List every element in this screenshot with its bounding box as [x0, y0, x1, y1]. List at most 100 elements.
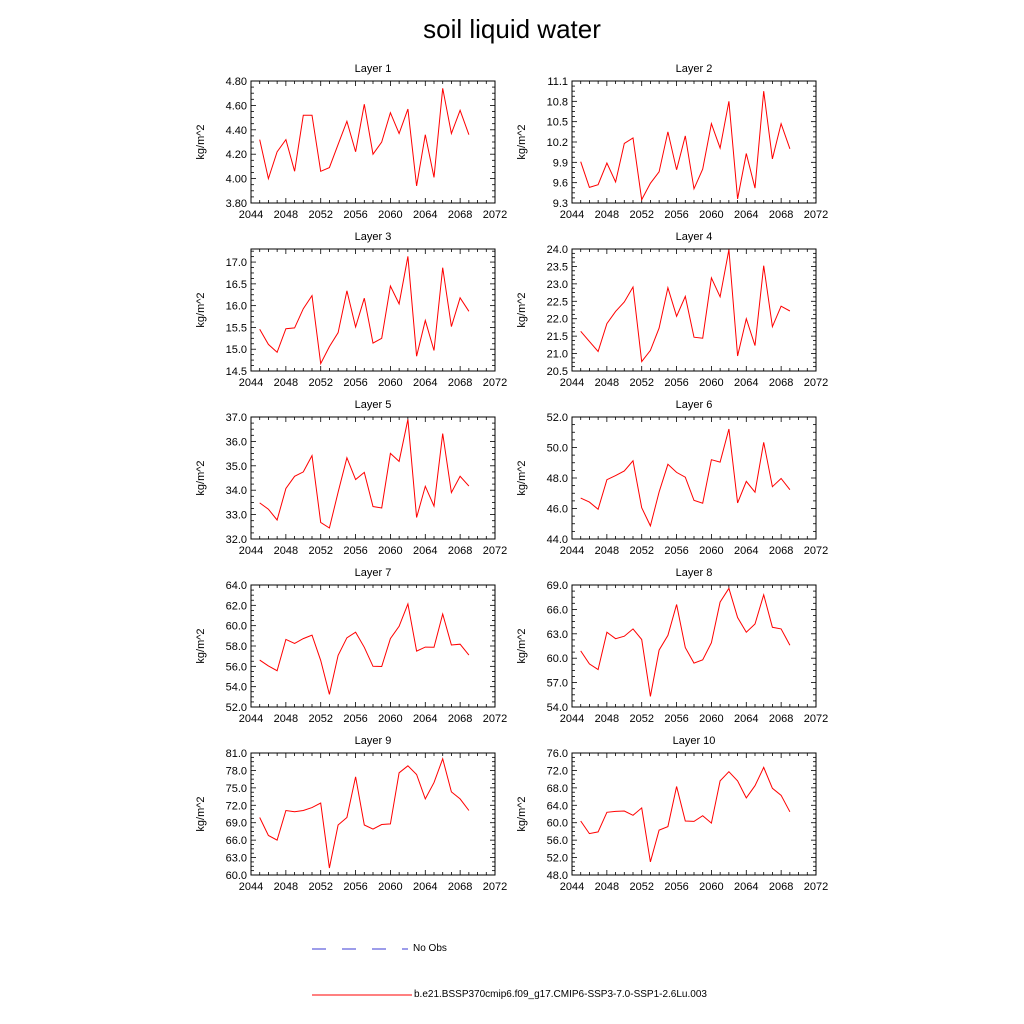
x-tick-label: 2072	[483, 545, 507, 557]
series-line	[259, 88, 470, 186]
plot-frame	[250, 248, 496, 372]
y-axis-label: kg/m^2	[195, 124, 207, 159]
panel-title: Layer 4	[676, 231, 713, 243]
series-line	[580, 587, 791, 697]
x-tick-label: 2048	[274, 209, 298, 221]
x-tick-label: 2056	[343, 881, 367, 893]
y-tick-label: 50.0	[547, 443, 568, 455]
panel-title: Layer 3	[355, 231, 392, 243]
y-tick-label: 9.6	[553, 178, 568, 190]
y-axis-label: kg/m^2	[195, 796, 207, 831]
panel-layer-3: 2044 2048 2052 2056 2060 2064 2068 2072 14.5 15.0…	[195, 231, 507, 389]
x-tick-label: 2052	[308, 545, 332, 557]
y-tick-label: 63.0	[226, 853, 247, 865]
x-tick-label: 2064	[413, 377, 437, 389]
x-tick-label: 2048	[595, 545, 619, 557]
panel-title: Layer 10	[673, 735, 716, 747]
x-tick-label: 2044	[560, 881, 584, 893]
x-tick-label: 2044	[560, 545, 584, 557]
x-tick-label: 2068	[448, 881, 472, 893]
x-tick-label: 2044	[239, 377, 263, 389]
x-tick-label: 2060	[378, 545, 402, 557]
x-tick-label: 2072	[804, 377, 828, 389]
x-tick-label: 2056	[343, 377, 367, 389]
x-tick-label: 2072	[804, 545, 828, 557]
x-tick-label: 2044	[239, 713, 263, 725]
y-tick-label: 10.5	[547, 117, 568, 129]
y-axis-label: kg/m^2	[516, 796, 528, 831]
x-tick-label: 2068	[448, 377, 472, 389]
y-tick-label: 78.0	[226, 765, 247, 777]
y-tick-label: 17.0	[226, 257, 247, 269]
x-tick-label: 2064	[413, 545, 437, 557]
y-tick-label: 60.0	[226, 621, 247, 633]
y-tick-label: 66.0	[547, 604, 568, 616]
x-tick-label: 2048	[595, 881, 619, 893]
x-tick-label: 2072	[483, 713, 507, 725]
x-tick-label: 2072	[483, 377, 507, 389]
y-tick-label: 64.0	[547, 800, 568, 812]
panel-layer-7: 2044 2048 2052 2056 2060 2064 2068 2072 52.0 54.0…	[195, 567, 507, 725]
x-tick-label: 2048	[595, 209, 619, 221]
x-tick-label: 2060	[378, 209, 402, 221]
x-tick-label: 2068	[769, 713, 793, 725]
y-tick-label: 4.40	[226, 125, 247, 137]
x-tick-label: 2044	[560, 377, 584, 389]
y-tick-label: 16.0	[226, 301, 247, 313]
y-tick-label: 34.0	[226, 485, 247, 497]
x-tick-label: 2072	[483, 209, 507, 221]
y-tick-label: 52.0	[226, 702, 247, 714]
y-tick-label: 60.0	[226, 870, 247, 882]
main-title: soil liquid water	[423, 14, 601, 44]
x-tick-label: 2064	[734, 713, 758, 725]
y-tick-label: 69.0	[547, 580, 568, 592]
y-tick-label: 9.3	[553, 198, 568, 210]
plot-frame	[250, 584, 496, 708]
y-tick-label: 33.0	[226, 510, 247, 522]
x-tick-label: 2056	[664, 713, 688, 725]
x-tick-label: 2056	[664, 209, 688, 221]
y-tick-label: 4.80	[226, 76, 247, 88]
x-tick-label: 2060	[699, 713, 723, 725]
x-tick-label: 2072	[804, 209, 828, 221]
series-line	[259, 419, 470, 529]
y-tick-label: 60.0	[547, 653, 568, 665]
x-tick-label: 2056	[343, 209, 367, 221]
y-tick-label: 54.0	[226, 682, 247, 694]
series-line	[580, 428, 791, 528]
y-axis-label: kg/m^2	[516, 292, 528, 327]
x-tick-label: 2052	[629, 713, 653, 725]
y-axis-label: kg/m^2	[195, 292, 207, 327]
y-tick-label: 4.00	[226, 174, 247, 186]
x-tick-label: 2068	[448, 545, 472, 557]
plot-frame	[250, 80, 496, 204]
series-line	[259, 602, 470, 695]
x-tick-label: 2052	[629, 377, 653, 389]
plot-frame	[250, 416, 496, 540]
y-tick-label: 81.0	[226, 748, 247, 760]
x-tick-label: 2056	[343, 713, 367, 725]
x-tick-label: 2048	[595, 377, 619, 389]
y-tick-label: 23.5	[547, 261, 568, 273]
x-tick-label: 2072	[483, 881, 507, 893]
y-tick-label: 52.0	[547, 853, 568, 865]
y-tick-label: 23.0	[547, 279, 568, 291]
y-tick-label: 37.0	[226, 412, 247, 424]
y-tick-label: 76.0	[547, 748, 568, 760]
panel-layer-9: 2044 2048 2052 2056 2060 2064 2068 2072 60.0 63.0…	[195, 735, 507, 893]
x-tick-label: 2060	[699, 377, 723, 389]
series-line	[259, 757, 470, 869]
panel-layer-6: 2044 2048 2052 2056 2060 2064 2068 2072 44.0 46.0…	[516, 399, 828, 557]
x-tick-label: 2064	[734, 209, 758, 221]
x-tick-label: 2048	[595, 713, 619, 725]
y-tick-label: 4.60	[226, 100, 247, 112]
series-line	[580, 91, 791, 202]
x-tick-label: 2048	[274, 713, 298, 725]
y-tick-label: 63.0	[547, 629, 568, 641]
panel-layer-1: 2044 2048 2052 2056 2060 2064 2068 2072 3.80 4.00…	[195, 63, 507, 221]
panel-layer-2: 2044 2048 2052 2056 2060 2064 2068 2072 9.3 9.6 9.…	[516, 63, 828, 221]
y-tick-label: 66.0	[226, 835, 247, 847]
x-tick-label: 2048	[274, 545, 298, 557]
y-tick-label: 21.0	[547, 349, 568, 361]
x-tick-label: 2056	[664, 377, 688, 389]
